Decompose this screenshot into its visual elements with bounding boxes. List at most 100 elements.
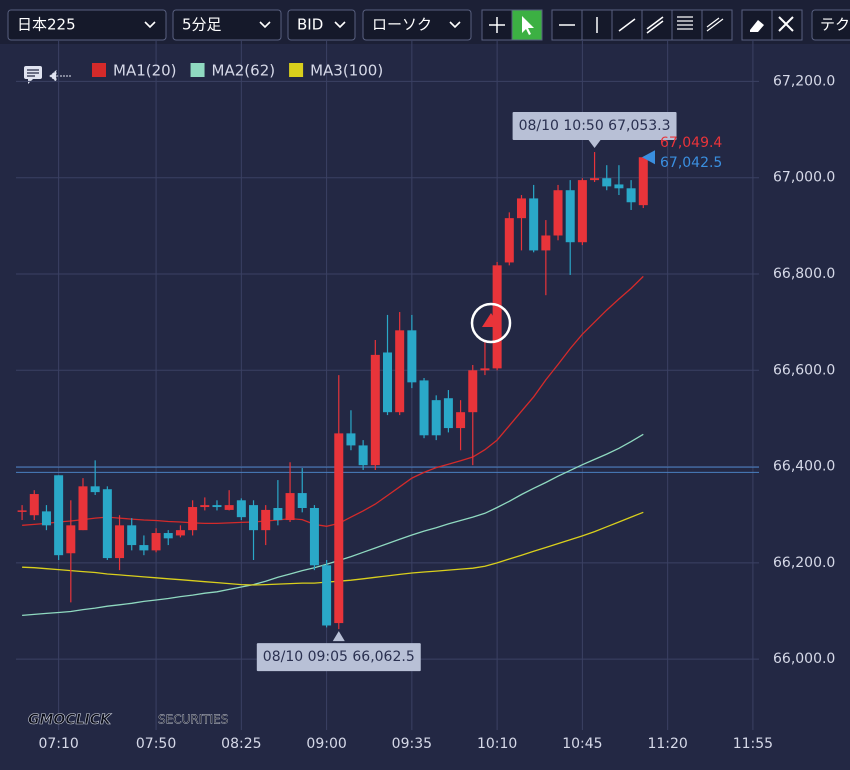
annotation-box	[512, 112, 677, 141]
candle-body	[175, 530, 185, 536]
candle-body	[577, 180, 587, 243]
legend-swatch	[289, 63, 304, 77]
candle-body	[468, 370, 478, 413]
annotation-label: 08/10 09:05 66,062.5	[263, 649, 415, 665]
technical-button[interactable]: テク	[811, 9, 850, 41]
x-tick-label: 09:00	[306, 736, 346, 752]
candle-body	[78, 486, 88, 531]
candle-body	[115, 525, 125, 559]
candle-body	[151, 533, 161, 551]
y-tick-label: 66,200.0	[773, 555, 835, 571]
legend-label: MA3(100)	[310, 62, 383, 80]
logo-suffix: SECURITIES	[158, 713, 228, 727]
y-tick-label: 66,000.0	[773, 651, 835, 667]
drawing-tools[interactable]	[551, 9, 733, 41]
annotation: 08/10 10:50 67,053.3	[512, 112, 677, 149]
annotation: 08/10 09:05 66,062.5	[256, 631, 421, 672]
candle-body	[261, 509, 271, 531]
timeframe: 5分足	[182, 16, 222, 34]
candle-body	[565, 190, 575, 243]
y-tick-label: 66,800.0	[773, 266, 835, 282]
annotation-label: 08/10 10:50 67,053.3	[519, 118, 671, 134]
erase-tools[interactable]	[741, 9, 803, 41]
y-tick-label: 67,000.0	[773, 170, 835, 186]
candle-body	[553, 190, 563, 236]
x-tick-label: 11:55	[733, 736, 773, 752]
legend-label: MA2(62)	[212, 62, 276, 80]
candle-body	[602, 178, 612, 187]
legend-icons[interactable]	[24, 66, 71, 84]
candle-body	[212, 505, 222, 508]
price-marker-label: 67,049.4	[660, 135, 722, 151]
candle-body	[370, 354, 380, 466]
candle-body	[139, 545, 149, 551]
ma-line	[22, 511, 644, 586]
signal-marker	[470, 302, 512, 344]
x-tick-label: 11:20	[647, 736, 687, 752]
candle-body	[309, 508, 319, 566]
candle-body	[224, 505, 234, 510]
candle-body	[492, 265, 502, 369]
candle-body	[273, 508, 283, 521]
annotation-pointer	[588, 140, 601, 149]
candle-body	[297, 493, 307, 508]
candle-body	[66, 525, 76, 554]
candle-body	[334, 433, 344, 624]
annotation-pointer	[332, 631, 345, 642]
candle-body	[188, 507, 198, 531]
candle-body	[285, 493, 295, 521]
technical: テク	[820, 16, 850, 34]
x-tick-label: 10:45	[562, 736, 602, 752]
candle-body	[102, 489, 112, 559]
cursor-button[interactable]	[511, 9, 543, 41]
price-type-select[interactable]: BID	[287, 9, 356, 41]
candle-body	[504, 218, 514, 263]
candle-body	[200, 505, 210, 508]
candle-body	[419, 380, 429, 436]
candle-body	[590, 178, 600, 181]
candle-body	[443, 398, 453, 429]
logo: GMOCLICK SECURITIES	[28, 712, 229, 729]
chart-style-select[interactable]: ローソク	[362, 9, 472, 41]
ma-line	[22, 433, 644, 617]
candle-body	[90, 486, 100, 493]
candle-body	[638, 157, 648, 206]
x-tick-label: 09:35	[392, 736, 432, 752]
candle-body	[127, 525, 137, 546]
legend-label: MA1(20)	[113, 62, 177, 80]
candle-body	[516, 198, 526, 219]
candle-body	[358, 445, 368, 466]
ma-line	[22, 275, 644, 527]
candle-body	[541, 235, 551, 251]
symbol-select[interactable]: 日本225	[7, 9, 167, 41]
candle-body	[395, 330, 405, 413]
y-tick-label: 66,400.0	[773, 459, 835, 475]
crosshair-button[interactable]	[481, 9, 513, 41]
candle-body	[431, 400, 441, 436]
candle-body	[54, 475, 64, 556]
chart-style: ローソク	[372, 16, 432, 34]
candle-body	[236, 500, 246, 518]
candle-body	[529, 198, 539, 251]
x-tick-label: 08:25	[221, 736, 261, 752]
price-marker-label: 67,042.5	[660, 155, 722, 171]
logo-brand: GMOCLICK	[28, 712, 112, 728]
timeframe-select[interactable]: 5分足	[172, 9, 282, 41]
symbol: 日本225	[17, 16, 76, 34]
candle-body	[626, 188, 636, 203]
x-tick-label: 07:10	[38, 736, 78, 752]
x-tick-label: 07:50	[136, 736, 176, 752]
annotation-box	[256, 643, 421, 672]
candle-body	[383, 352, 392, 413]
legend-swatch	[190, 63, 205, 77]
candle-body	[346, 433, 356, 446]
legend-swatch	[92, 63, 106, 77]
y-tick-label: 67,200.0	[773, 73, 835, 89]
candle-body	[163, 533, 173, 539]
price-type: BID	[297, 16, 323, 34]
candle-body	[41, 511, 51, 526]
candle-body	[249, 505, 259, 531]
candle-body	[407, 330, 417, 383]
